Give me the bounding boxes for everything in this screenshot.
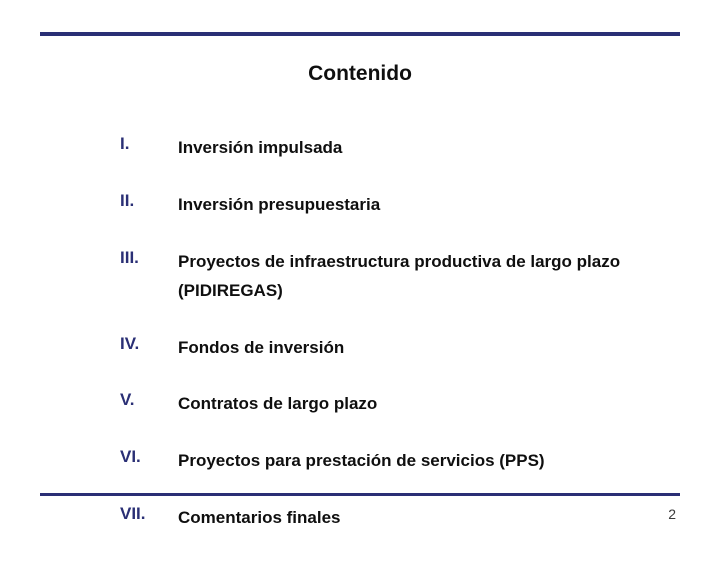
toc-numeral: IV. xyxy=(120,334,178,354)
toc-numeral: VII. xyxy=(120,504,178,524)
top-rule xyxy=(40,32,680,36)
toc-item: II. Inversión presupuestaria xyxy=(120,191,625,220)
page-number: 2 xyxy=(668,506,676,522)
bottom-rule xyxy=(40,493,680,496)
toc-item: VII. Comentarios finales xyxy=(120,504,625,533)
toc-list: I. Inversión impulsada II. Inversión pre… xyxy=(120,134,625,561)
toc-text: Fondos de inversión xyxy=(178,334,625,363)
toc-item: V. Contratos de largo plazo xyxy=(120,390,625,419)
toc-text: Proyectos para prestación de servicios (… xyxy=(178,447,625,476)
toc-item: III. Proyectos de infraestructura produc… xyxy=(120,248,625,306)
toc-item: I. Inversión impulsada xyxy=(120,134,625,163)
toc-text: Inversión presupuestaria xyxy=(178,191,625,220)
toc-text: Contratos de largo plazo xyxy=(178,390,625,419)
page-title: Contenido xyxy=(0,62,720,86)
toc-numeral: VI. xyxy=(120,447,178,467)
toc-numeral: V. xyxy=(120,390,178,410)
slide: Contenido I. Inversión impulsada II. Inv… xyxy=(0,0,720,540)
toc-numeral: II. xyxy=(120,191,178,211)
toc-text: Inversión impulsada xyxy=(178,134,625,163)
toc-item: IV. Fondos de inversión xyxy=(120,334,625,363)
toc-text: Comentarios finales xyxy=(178,504,625,533)
toc-numeral: III. xyxy=(120,248,178,268)
toc-numeral: I. xyxy=(120,134,178,154)
toc-text: Proyectos de infraestructura productiva … xyxy=(178,248,625,306)
toc-item: VI. Proyectos para prestación de servici… xyxy=(120,447,625,476)
